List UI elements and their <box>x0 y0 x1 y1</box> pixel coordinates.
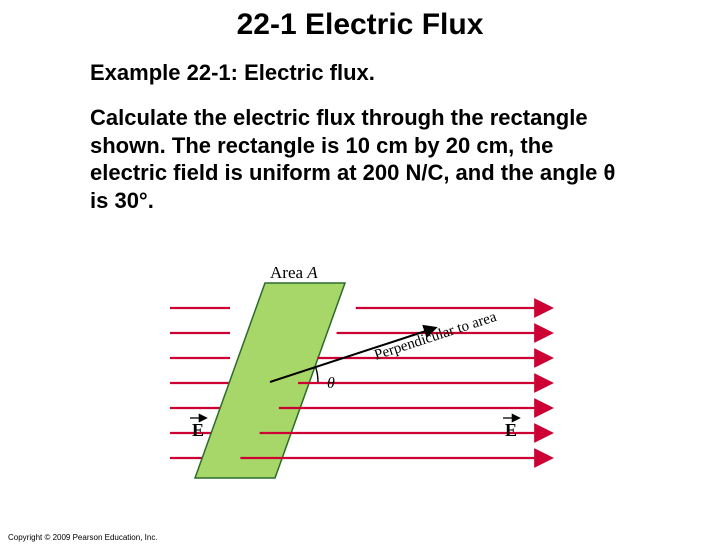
svg-text:E: E <box>505 420 517 440</box>
svg-text:E: E <box>192 420 204 440</box>
diagram-svg: θ E E <box>160 263 560 493</box>
example-label: Example 22-1: Electric flux. <box>90 60 720 86</box>
flux-diagram: θEE Area A Perpendicular to area <box>160 263 560 493</box>
svg-text:θ: θ <box>327 375 335 392</box>
copyright-notice: Copyright © 2009 Pearson Education, Inc. <box>8 533 158 542</box>
page-title: 22-1 Electric Flux <box>0 8 720 42</box>
problem-statement: Calculate the electric flux through the … <box>90 104 630 214</box>
area-label: Area A <box>270 263 318 283</box>
